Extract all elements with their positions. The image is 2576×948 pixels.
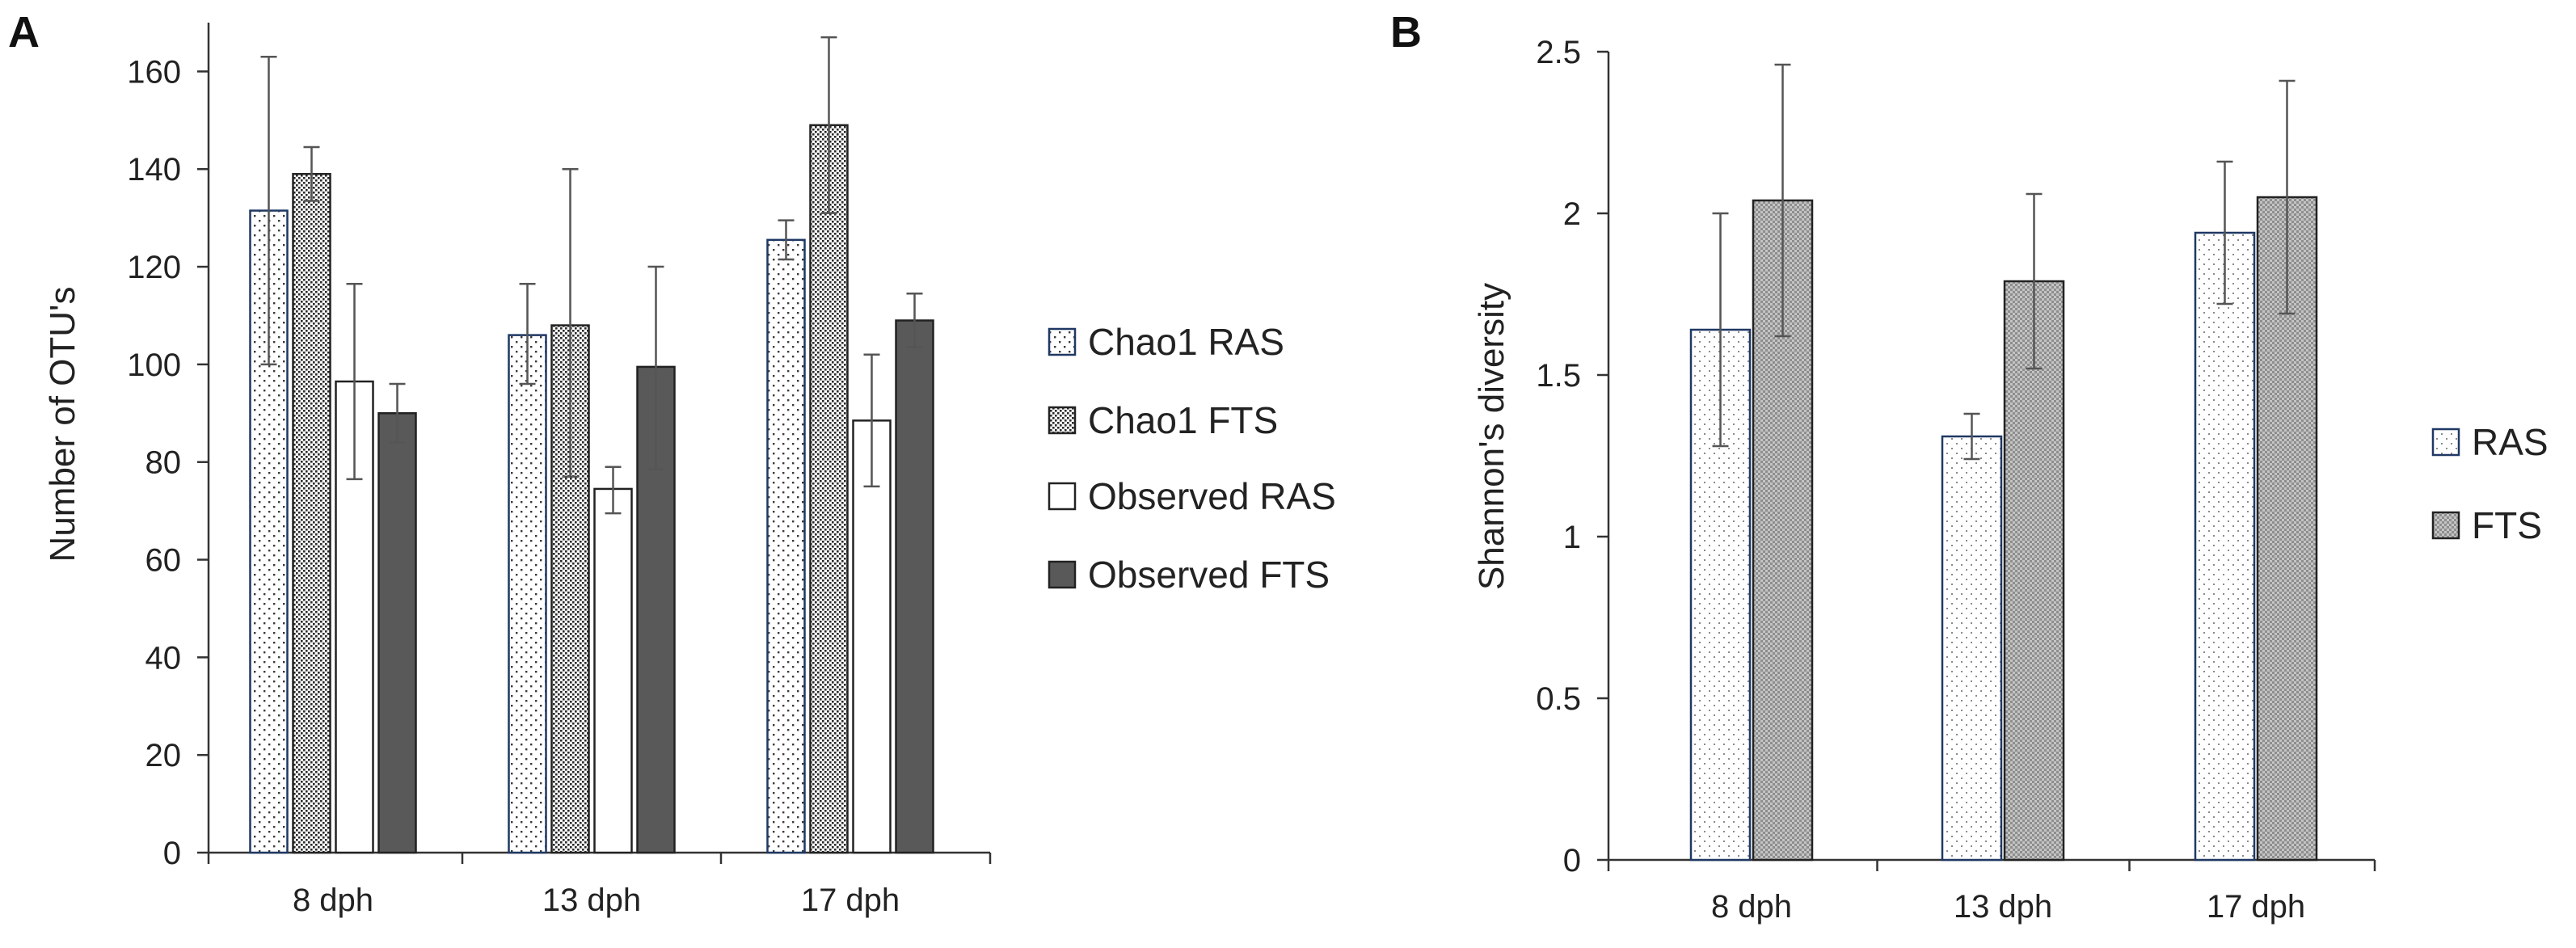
x-tick-label: 13 dph bbox=[1954, 889, 2052, 925]
y-tick-label: 1.5 bbox=[1536, 358, 1581, 394]
bar bbox=[593, 487, 633, 854]
y-tick-label: 0 bbox=[163, 836, 181, 871]
x-tick-label: 8 dph bbox=[1711, 889, 1792, 925]
y-tick-label: 20 bbox=[145, 738, 182, 773]
bar bbox=[766, 238, 806, 854]
legend-label: Chao1 FTS bbox=[1088, 399, 1278, 441]
legend-swatch bbox=[2431, 428, 2460, 457]
bar bbox=[636, 365, 676, 854]
bar bbox=[895, 319, 934, 854]
y-axis-title: Shannon's diversity bbox=[1472, 283, 1511, 590]
x-tick-label: 17 dph bbox=[801, 883, 900, 918]
legend-swatch bbox=[1048, 560, 1077, 589]
panel-b-label: B bbox=[1390, 8, 1422, 57]
y-tick-label: 140 bbox=[127, 152, 181, 187]
y-tick-label: 80 bbox=[145, 445, 182, 481]
x-tick-label: 8 dph bbox=[293, 883, 373, 918]
legend-label: Observed RAS bbox=[1088, 475, 1336, 517]
legend-swatch bbox=[1048, 482, 1077, 511]
y-tick-label: 2 bbox=[1563, 196, 1581, 232]
legend-label: FTS bbox=[2472, 504, 2542, 546]
bar bbox=[809, 124, 849, 854]
legend-swatch bbox=[1048, 406, 1077, 435]
y-tick-label: 0 bbox=[1563, 843, 1581, 878]
chart-a: 0 20 40 60 80 100 120 140 160 Number of OTU's 8 dp… bbox=[43, 23, 1336, 918]
y-tick-label: 0.5 bbox=[1536, 681, 1581, 717]
y-axis-title: Number of OTU's bbox=[43, 287, 82, 562]
y-tick-label: 100 bbox=[127, 348, 181, 383]
y-tick-label: 60 bbox=[145, 543, 182, 579]
x-tick-label: 13 dph bbox=[542, 883, 641, 918]
chart-b: 0 0.5 1 1.5 2 2.5 Shannon's diversity 8 dph 13 d… bbox=[1472, 35, 2549, 925]
bar bbox=[2003, 280, 2065, 862]
bar bbox=[852, 419, 892, 854]
legend-label: Chao1 RAS bbox=[1088, 321, 1284, 363]
legend-swatch bbox=[1048, 327, 1077, 356]
legend-swatch bbox=[2431, 511, 2460, 540]
bar bbox=[2194, 231, 2256, 862]
bar bbox=[292, 173, 331, 854]
panel-a-label: A bbox=[8, 8, 40, 57]
bar bbox=[1941, 435, 2003, 862]
legend-label: RAS bbox=[2472, 421, 2549, 463]
y-tick-label: 40 bbox=[145, 640, 182, 676]
bar bbox=[508, 334, 547, 854]
y-tick-label: 160 bbox=[127, 54, 181, 90]
y-tick-label: 2.5 bbox=[1536, 35, 1581, 70]
bar bbox=[377, 412, 417, 854]
y-tick-label: 1 bbox=[1563, 520, 1581, 555]
x-tick-label: 17 dph bbox=[2207, 889, 2305, 925]
legend-label: Observed FTS bbox=[1088, 554, 1330, 596]
y-tick-label: 120 bbox=[127, 250, 181, 285]
